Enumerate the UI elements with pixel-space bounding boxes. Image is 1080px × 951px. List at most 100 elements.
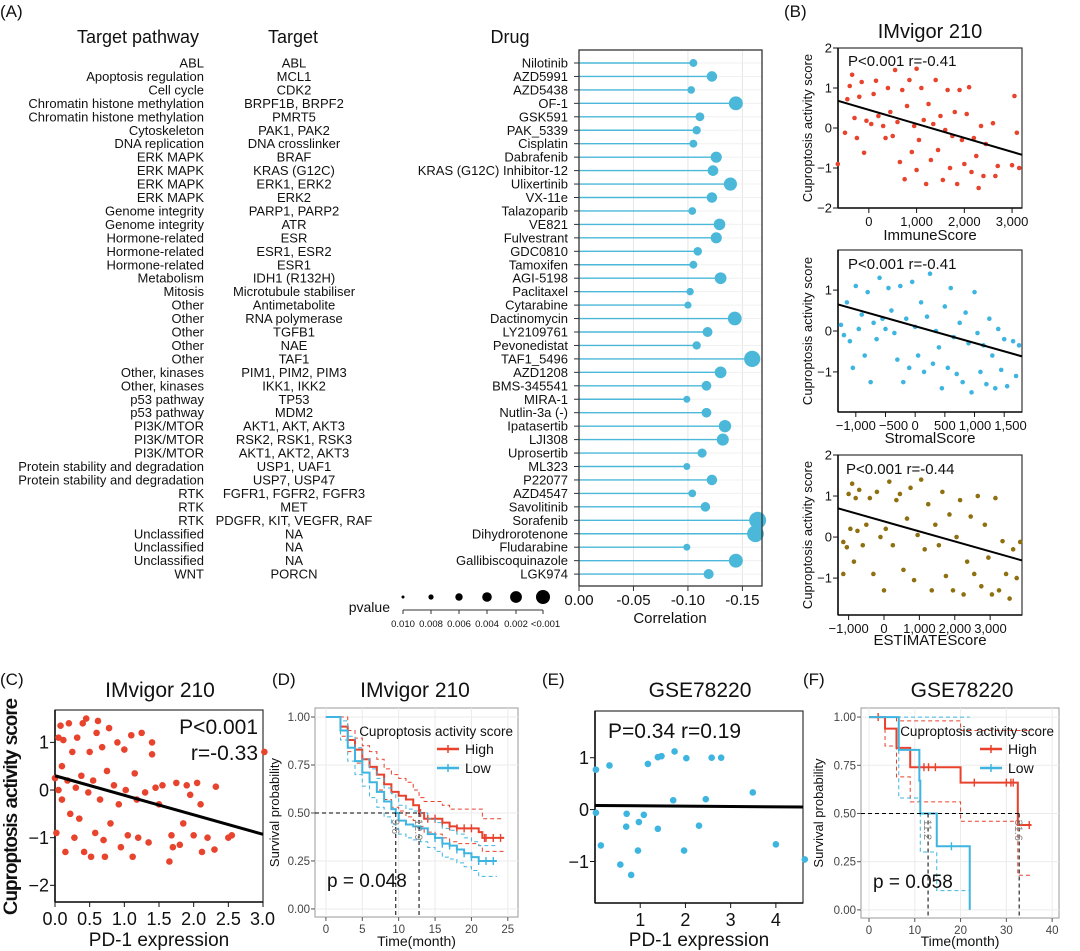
scatter-point xyxy=(57,722,64,730)
scatter-point xyxy=(847,338,853,344)
km-plot: GSE78220 0 10 20 30 40 0.00 0.25 0.50 0.75 1.00 Hig… xyxy=(811,679,1060,949)
plot-frame xyxy=(578,49,763,587)
row-target: USP1, UAF1 xyxy=(257,459,331,474)
x-tick-label: 3 xyxy=(726,910,736,930)
scatter-point xyxy=(148,739,156,746)
size-legend-label: <0.001 xyxy=(531,619,560,630)
lollipop-dot xyxy=(684,301,692,309)
scatter-point xyxy=(935,147,941,153)
y-tick-label: 0 xyxy=(825,324,832,339)
scatter-point xyxy=(173,779,180,787)
scatter-point xyxy=(954,181,960,187)
y-tick-label: 2 xyxy=(825,41,832,56)
scatter-point xyxy=(907,77,912,83)
scatter-point xyxy=(79,720,87,727)
scatter-plot: IMvigor 210 0 1,000 2,000 3,000 −2 −1 0 1 2 Immune… xyxy=(800,21,1028,244)
scatter-point xyxy=(871,320,876,326)
lollipop-dot xyxy=(744,350,761,368)
scatter-point xyxy=(844,300,850,305)
scatter-point xyxy=(945,365,951,371)
scatter-point xyxy=(1003,571,1009,577)
row-target: MDM2 xyxy=(275,405,313,420)
scatter-point xyxy=(909,279,915,285)
scatter-point xyxy=(1017,539,1023,545)
scatter-plot: IMvigor 210 0.0 0.5 1.0 1.5 2.0 2.5 3.0 −2 −1 0 1 PD… xyxy=(1,679,275,951)
scatter-point xyxy=(865,289,870,295)
scatter-point xyxy=(933,77,938,83)
y-tick-label: 2 xyxy=(825,448,832,463)
stat-annotation: P<0.001 r=-0.44 xyxy=(846,461,954,478)
y-tick-label: −1 xyxy=(568,852,589,872)
scatter-point xyxy=(148,751,156,758)
scatter-point xyxy=(845,96,850,102)
scatter-point xyxy=(114,739,121,746)
scatter-point xyxy=(851,559,857,564)
scatter-point xyxy=(198,848,206,856)
stat-annotation: P=0.34 r=0.19 xyxy=(608,720,741,743)
panel-label-e: (E) xyxy=(542,670,565,689)
row-drug: AZD4547 xyxy=(513,486,568,501)
x-tick-label: 0.00 xyxy=(564,592,593,609)
lollipop-dot xyxy=(689,139,698,148)
lollipop-dot xyxy=(687,86,696,94)
scatter-point xyxy=(874,336,879,342)
scatter-point xyxy=(627,871,635,879)
x-tick-label: 40 xyxy=(1046,925,1059,937)
row-pathway: Genome integrity xyxy=(105,217,204,232)
scatter-point xyxy=(89,777,97,784)
row-target: AKT1, AKT2, AKT3 xyxy=(239,446,350,461)
row-pathway: Chromatin histone methylation xyxy=(28,96,204,111)
scatter-point xyxy=(871,571,876,577)
row-pathway: p53 pathway xyxy=(130,405,204,420)
scatter-point xyxy=(919,85,924,91)
scatter-point xyxy=(597,842,605,849)
row-pathway: RTK xyxy=(178,513,204,528)
scatter-point xyxy=(853,495,858,501)
lollipop-dot xyxy=(747,525,764,543)
row-target: ATR xyxy=(281,217,306,232)
panel-label-c: (C) xyxy=(0,670,24,689)
scatter-point xyxy=(717,754,725,762)
scatter-point xyxy=(921,369,927,375)
row-drug: Savolitinib xyxy=(509,499,568,514)
legend-label-low: Low xyxy=(465,760,492,776)
scatter-point xyxy=(847,83,853,89)
scatter-point xyxy=(957,497,963,503)
scatter-point xyxy=(975,493,981,499)
row-target: RNA polymerase xyxy=(245,311,343,326)
y-tick-label: 1 xyxy=(825,489,832,504)
scatter-point xyxy=(1007,596,1012,601)
row-drug: BMS-345541 xyxy=(492,378,568,393)
scatter-point xyxy=(94,717,102,725)
x-tick-label: 20 xyxy=(954,925,967,937)
scatter-point xyxy=(901,567,906,573)
scatter-point xyxy=(844,545,850,550)
scatter-point xyxy=(943,573,949,579)
scatter-point xyxy=(881,588,887,593)
y-tick-label: −2 xyxy=(28,876,49,896)
row-pathway: Unclassified xyxy=(134,540,204,555)
scatter-point xyxy=(856,94,862,100)
scatter-point xyxy=(929,588,935,593)
scatter-point xyxy=(971,135,977,141)
scatter-point xyxy=(159,781,166,789)
scatter-point xyxy=(954,371,960,377)
lollipop-dot xyxy=(728,553,743,568)
scatter-point xyxy=(942,304,948,309)
row-target: TAF1 xyxy=(279,351,310,366)
scatter-point xyxy=(856,487,862,493)
lollipop-dot xyxy=(714,366,727,379)
scatter-point xyxy=(183,781,191,789)
row-target: PARP1, PARP2 xyxy=(249,203,340,218)
scatter-point xyxy=(883,135,888,141)
scatter-point xyxy=(984,381,989,387)
scatter-point xyxy=(145,839,152,846)
scatter-point xyxy=(895,357,900,362)
size-legend-label: 0.002 xyxy=(504,619,528,630)
scatter-point xyxy=(190,832,197,839)
y-tick-label: 1.00 xyxy=(834,712,856,724)
size-legend-label: 0.010 xyxy=(391,619,415,630)
scatter-point xyxy=(53,829,60,837)
scatter-point xyxy=(848,526,853,532)
